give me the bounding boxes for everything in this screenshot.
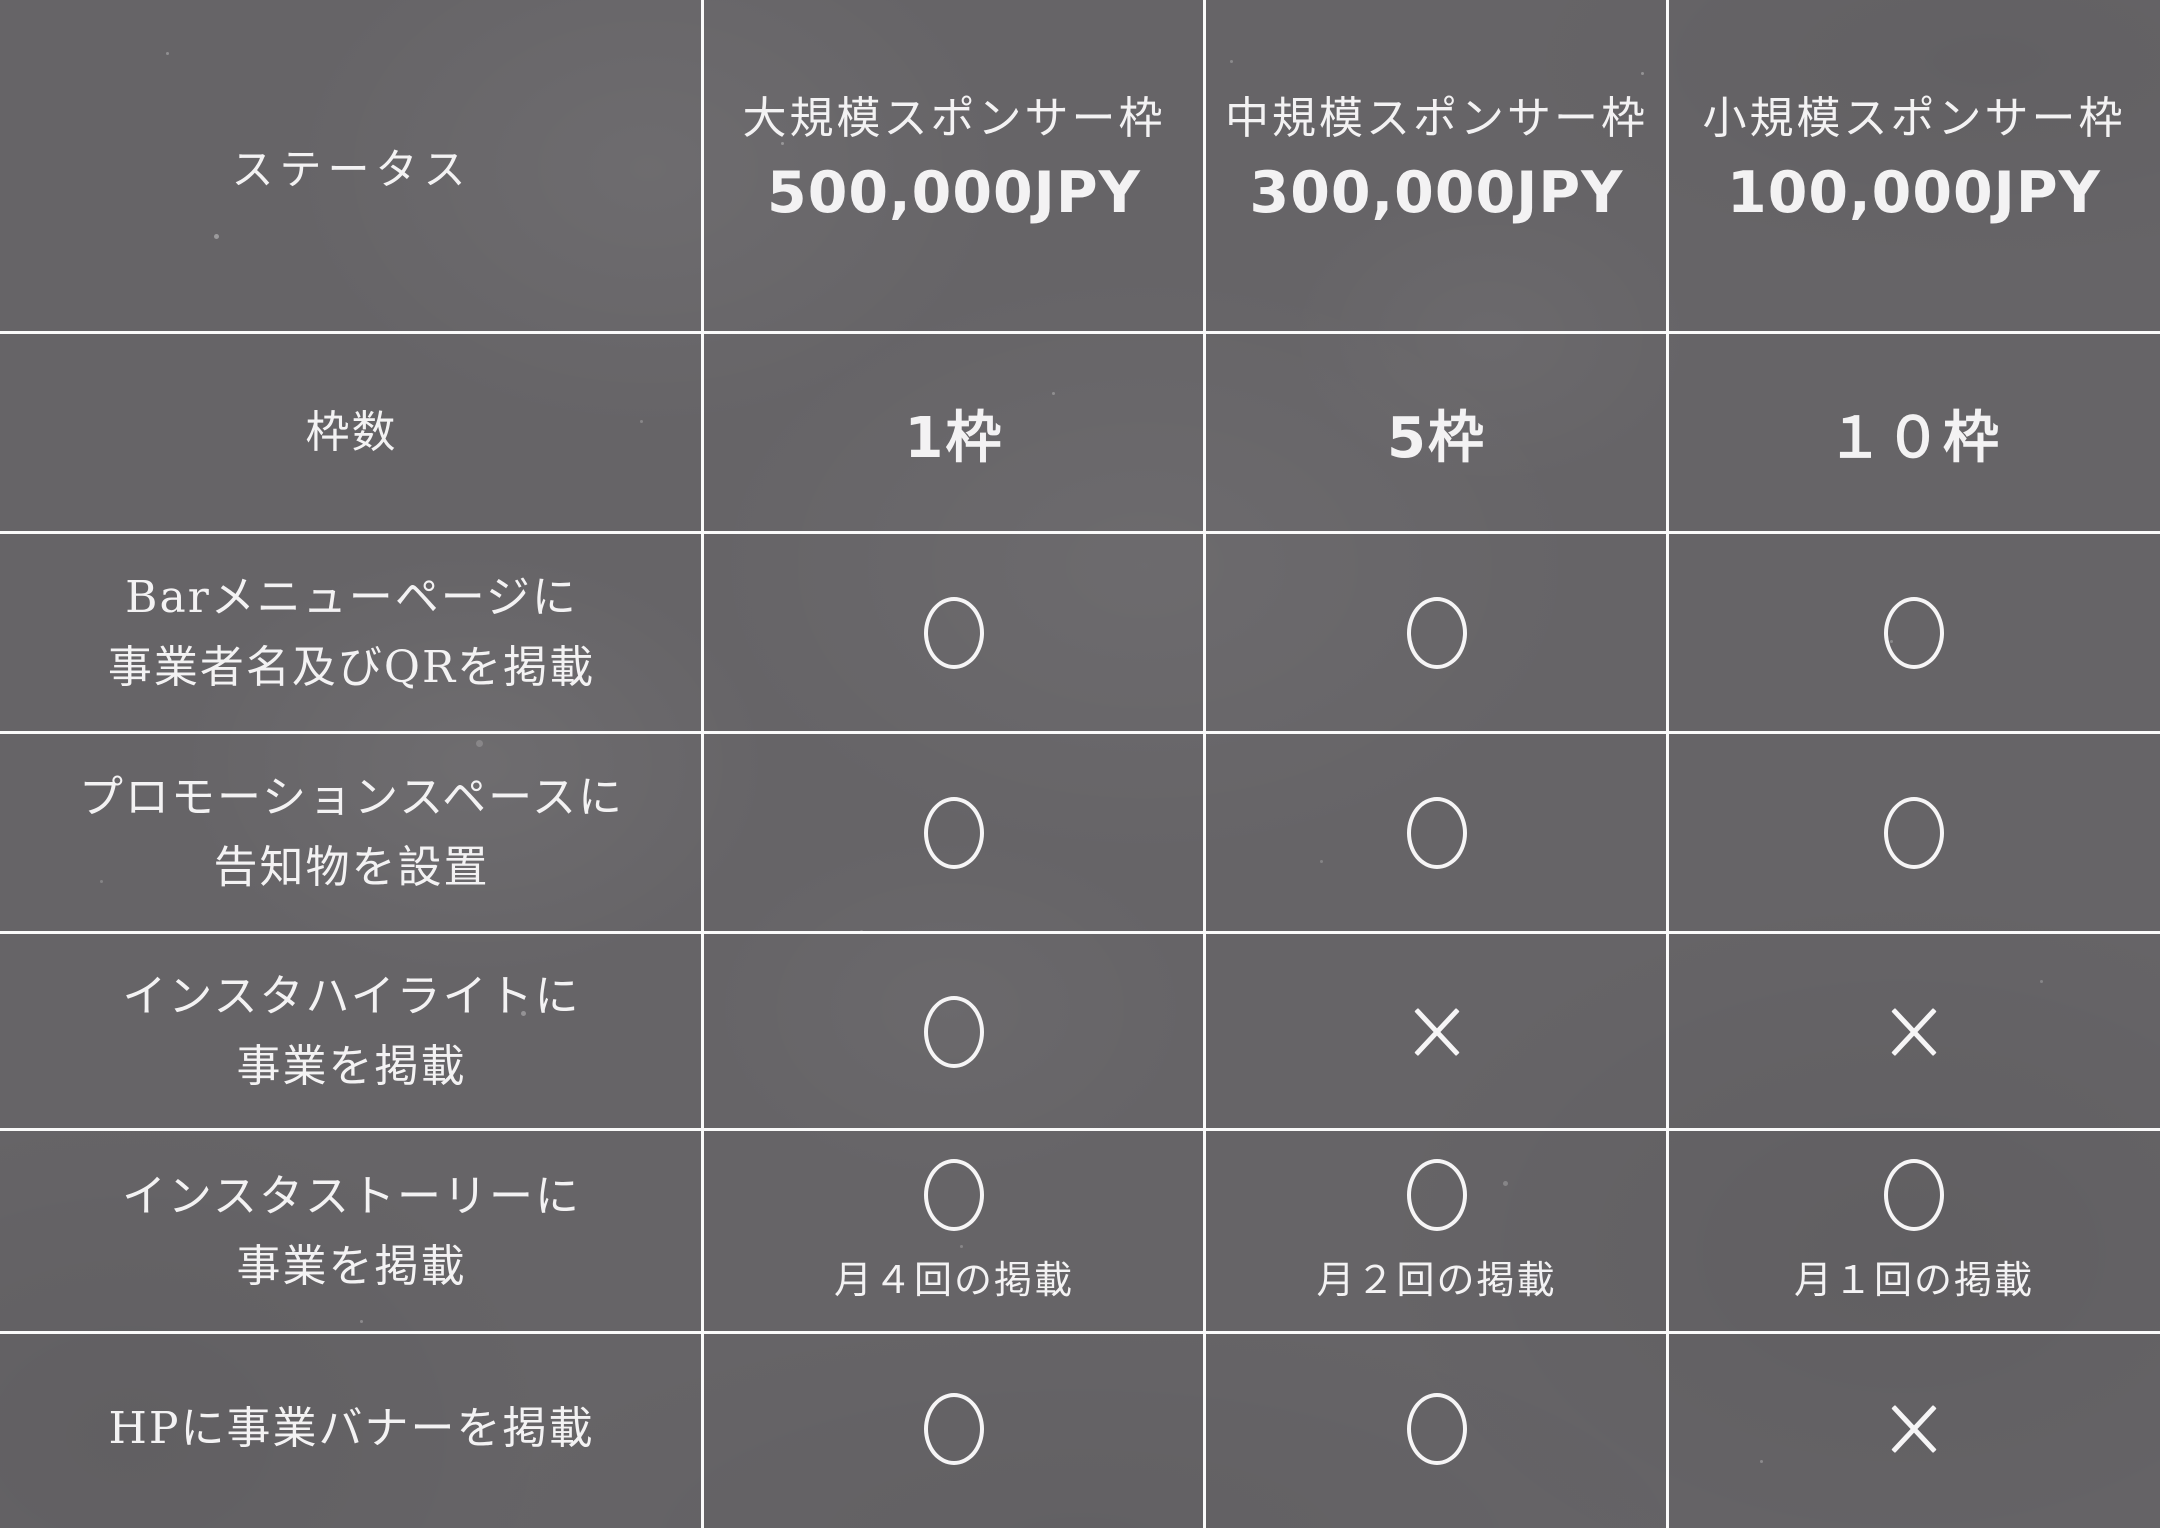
frequency-note: 月４回の掲載 [833, 1258, 1074, 1302]
row-divider [0, 1128, 2160, 1131]
circle-mark-icon [924, 1393, 984, 1465]
table-cell [1205, 533, 1668, 733]
table-cell [1205, 933, 1668, 1130]
table-cell [703, 533, 1205, 733]
row-label: インスタハイライトに 事業を掲載 [122, 970, 581, 1092]
frequency-note: 月１回の掲載 [1793, 1258, 2034, 1302]
row-label: 枠数 [305, 407, 398, 458]
table-cell: 月４回の掲載 [703, 1130, 1205, 1333]
table-cell: 5枠 [1205, 333, 1668, 533]
cross-mark-icon [1892, 1009, 1936, 1055]
row-label-cell-bar-menu: Barメニューページに 事業者名及びQRを掲載 [0, 533, 703, 733]
table-cell [1205, 1333, 1668, 1525]
slot-count-value: 5枠 [1387, 405, 1486, 471]
table-cell [703, 733, 1205, 933]
cross-mark-icon [1892, 1406, 1936, 1452]
plan-name: 中規模スポンサー枠 [1225, 92, 1648, 144]
row-label-cell-hp-banner: HPに事業バナーを掲載 [0, 1333, 703, 1525]
column-divider [1666, 0, 1669, 1528]
table-cell [703, 933, 1205, 1130]
circle-mark-icon [1884, 597, 1944, 669]
cross-mark-icon [1415, 1009, 1459, 1055]
status-header-label: ステータス [231, 145, 472, 194]
row-divider [0, 531, 2160, 534]
row-label: プロモーションスペースに 告知物を設置 [79, 772, 624, 893]
circle-mark-icon [1884, 797, 1944, 869]
circle-mark-icon [1884, 1159, 1944, 1231]
row-divider [0, 1331, 2160, 1334]
plan-header-large: 大規模スポンサー枠 500,000JPY [703, 0, 1205, 333]
circle-mark-icon [924, 597, 984, 669]
column-divider [1203, 0, 1206, 1528]
row-label: HPに事業バナーを掲載 [108, 1403, 595, 1454]
table-cell: 1枠 [703, 333, 1205, 533]
table-cell: 月１回の掲載 [1668, 1130, 2160, 1333]
table-cell [703, 1333, 1205, 1525]
row-divider [0, 331, 2160, 334]
plan-name: 大規模スポンサー枠 [742, 92, 1166, 144]
plan-name: 小規模スポンサー枠 [1702, 92, 2126, 144]
circle-mark-icon [924, 797, 984, 869]
row-label-cell-insta-story: インスタストーリーに 事業を掲載 [0, 1130, 703, 1333]
circle-mark-icon [1406, 797, 1467, 869]
row-label: インスタストーリーに 事業を掲載 [121, 1170, 582, 1292]
table-cell [1668, 1333, 2160, 1525]
slot-count-value: 1枠 [904, 405, 1004, 471]
table-cell [1205, 733, 1668, 933]
slot-count-value: １０枠 [1827, 405, 2001, 471]
circle-mark-icon [924, 1159, 984, 1231]
circle-mark-icon [1406, 1393, 1467, 1465]
table-cell [1668, 933, 2160, 1130]
row-label: Barメニューページに 事業者名及びQRを掲載 [107, 572, 596, 693]
circle-mark-icon [1406, 597, 1467, 669]
plan-header-small: 小規模スポンサー枠 100,000JPY [1668, 0, 2160, 333]
row-label-cell-promotion-space: プロモーションスペースに 告知物を設置 [0, 733, 703, 933]
status-header-cell: ステータス [0, 0, 703, 333]
column-divider [701, 0, 704, 1528]
plan-price: 300,000JPY [1249, 159, 1624, 226]
circle-mark-icon [1406, 1159, 1467, 1231]
table-cell: １０枠 [1668, 333, 2160, 533]
table-cell [1668, 733, 2160, 933]
row-divider [0, 931, 2160, 934]
table-cell [1668, 533, 2160, 733]
row-label-cell-slot-count: 枠数 [0, 333, 703, 533]
frequency-note: 月２回の掲載 [1316, 1258, 1557, 1302]
plan-price: 500,000JPY [767, 159, 1141, 226]
table-cell: 月２回の掲載 [1205, 1130, 1668, 1333]
plan-price: 100,000JPY [1727, 159, 2101, 226]
circle-mark-icon [924, 995, 984, 1068]
row-label-cell-insta-highlight: インスタハイライトに 事業を掲載 [0, 933, 703, 1130]
plan-header-medium: 中規模スポンサー枠 300,000JPY [1205, 0, 1668, 333]
row-divider [0, 731, 2160, 734]
